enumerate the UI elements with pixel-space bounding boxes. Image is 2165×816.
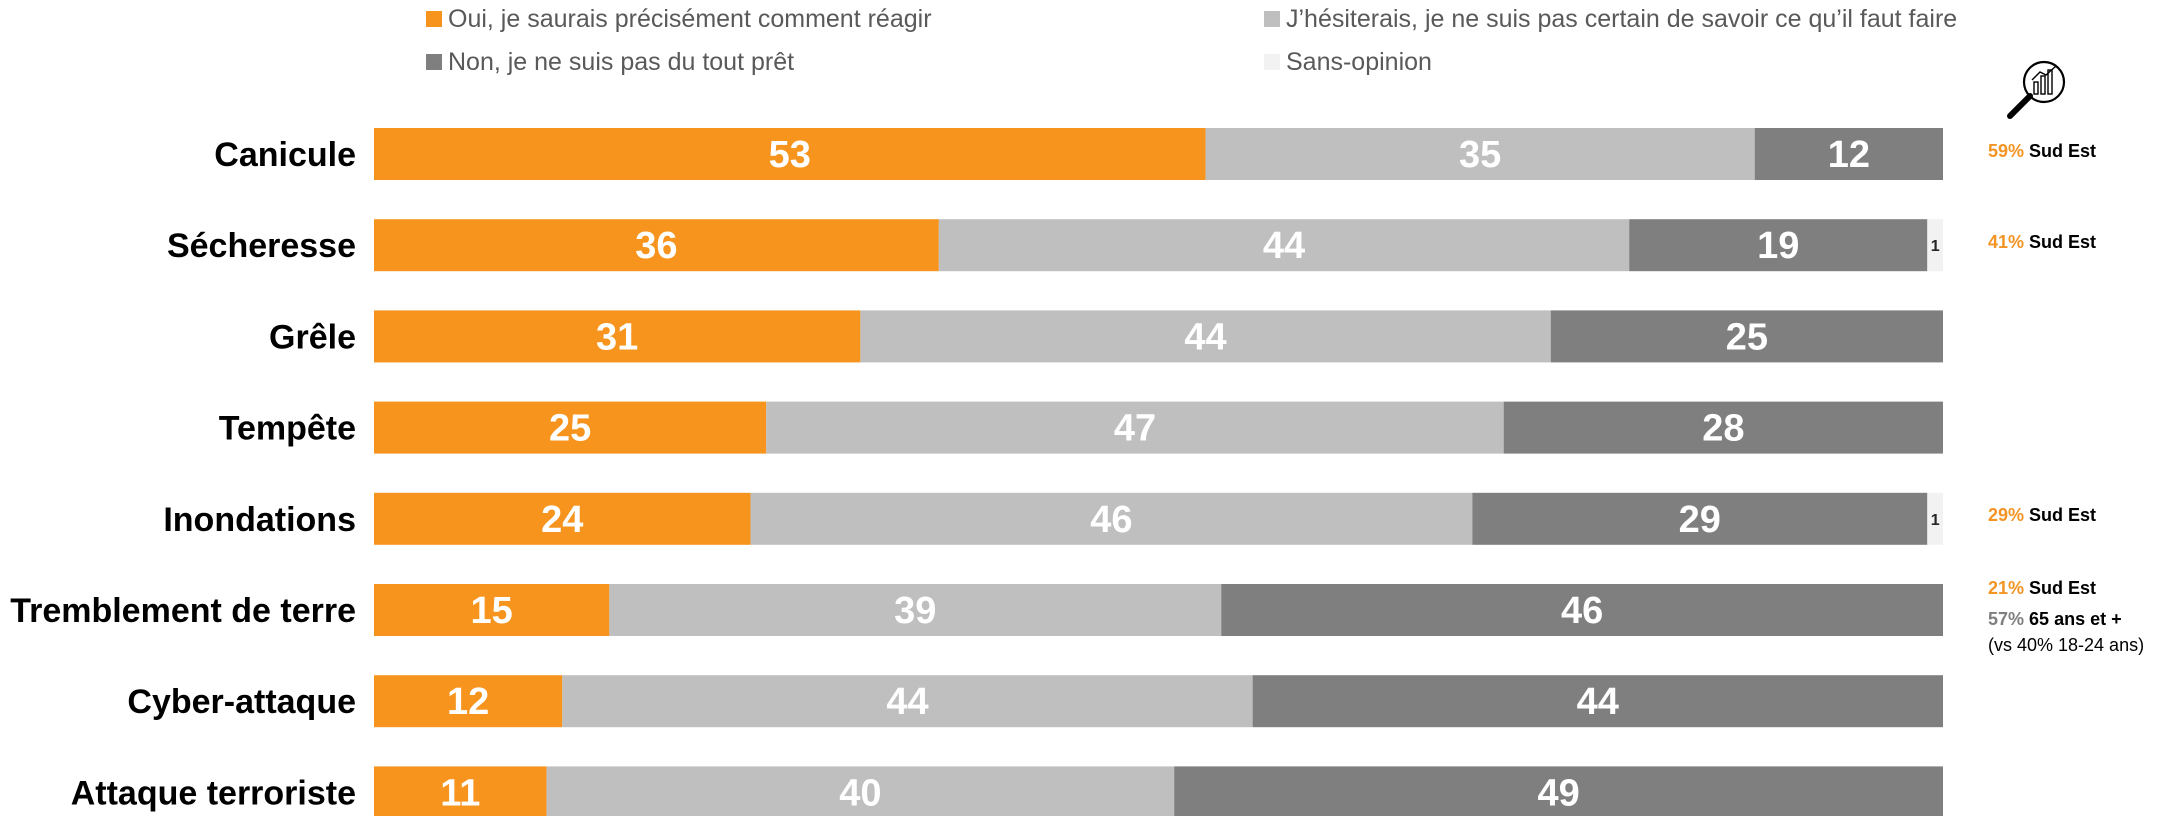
magnifier-chart-icon bbox=[2007, 60, 2066, 119]
bar-tremblement-de-terre-series-2 bbox=[1221, 584, 1943, 636]
note-tremblement-age: 57% 65 ans et + bbox=[1988, 609, 2122, 630]
category-label-attaque-terroriste: Attaque terroriste bbox=[71, 774, 356, 812]
value-label-cyber-attaque-series-2: 44 bbox=[1577, 681, 1619, 723]
bar-secheresse-series-2 bbox=[1629, 219, 1928, 272]
bar-attaque-terroriste-series-2 bbox=[1174, 766, 1943, 816]
value-label-cyber-attaque-series-0: 12 bbox=[447, 681, 489, 723]
bar-secheresse-series-3 bbox=[1927, 219, 1943, 272]
note-canicule: 59% Sud Est bbox=[1988, 141, 2096, 162]
legend-item-non: Non, je ne suis pas du tout prêt bbox=[426, 47, 794, 77]
note-inondations-label: Sud Est bbox=[2029, 505, 2097, 525]
category-label-canicule: Canicule bbox=[214, 136, 356, 174]
bar-secheresse-series-1 bbox=[938, 219, 1630, 272]
note-tremblement-age-label: 65 ans et + bbox=[2029, 609, 2122, 629]
legend-swatch-sans-opinion bbox=[1264, 54, 1280, 70]
value-label-canicule-series-0: 53 bbox=[769, 134, 811, 176]
value-label-grele-series-1: 44 bbox=[1184, 316, 1226, 358]
bar-secheresse-series-0 bbox=[374, 219, 939, 272]
value-label-secheresse-series-3: 1 bbox=[1931, 238, 1940, 255]
bar-cyber-attaque-series-2 bbox=[1252, 675, 1943, 728]
legend-label-non: Non, je ne suis pas du tout prêt bbox=[448, 47, 795, 76]
value-label-attaque-terroriste-series-1: 40 bbox=[839, 772, 881, 814]
note-tremblement-region-pct: 21% bbox=[1988, 578, 2025, 598]
bar-grele-series-0 bbox=[374, 310, 861, 363]
note-tremblement-age-sub: (vs 40% 18-24 ans) bbox=[1988, 635, 2145, 655]
note-inondations: 29% Sud Est bbox=[1988, 505, 2096, 526]
bar-tempete-series-2 bbox=[1503, 401, 1943, 454]
bar-inondations-series-2 bbox=[1472, 492, 1928, 545]
category-label-cyber-attaque: Cyber-attaque bbox=[127, 683, 356, 721]
value-label-inondations-series-0: 24 bbox=[541, 499, 583, 541]
legend-label-hesite: J’hésiterais, je ne suis pas certain de … bbox=[1286, 4, 1958, 33]
value-label-secheresse-series-0: 36 bbox=[635, 225, 677, 267]
value-label-attaque-terroriste-series-0: 11 bbox=[440, 772, 480, 814]
value-label-inondations-series-2: 29 bbox=[1679, 499, 1721, 541]
value-label-inondations-series-1: 46 bbox=[1090, 499, 1132, 541]
value-label-canicule-series-2: 12 bbox=[1828, 134, 1870, 176]
note-canicule-pct: 59% bbox=[1988, 141, 2025, 161]
value-label-cyber-attaque-series-1: 44 bbox=[886, 681, 928, 723]
note-secheresse-label: Sud Est bbox=[2029, 232, 2097, 252]
note-secheresse-pct: 41% bbox=[1988, 232, 2025, 252]
category-label-inondations: Inondations bbox=[163, 501, 356, 539]
value-label-canicule-series-1: 35 bbox=[1459, 134, 1501, 176]
value-label-secheresse-series-2: 19 bbox=[1757, 225, 1799, 267]
bar-cyber-attaque-series-0 bbox=[374, 675, 563, 728]
legend-swatch-non bbox=[426, 54, 442, 70]
category-label-grele: Grêle bbox=[269, 318, 356, 356]
chart-legend: Oui, je saurais précisément comment réag… bbox=[0, 0, 2165, 90]
value-label-grele-series-0: 31 bbox=[596, 316, 638, 358]
bar-inondations-series-3 bbox=[1927, 492, 1943, 545]
legend-swatch-hesite bbox=[1264, 11, 1280, 27]
value-label-tempete-series-0: 25 bbox=[549, 408, 591, 450]
bar-canicule-series-0 bbox=[374, 128, 1206, 180]
note-inondations-pct: 29% bbox=[1988, 505, 2025, 525]
category-label-tremblement-de-terre: Tremblement de terre bbox=[10, 592, 356, 630]
bar-tremblement-de-terre-series-1 bbox=[609, 584, 1222, 636]
note-canicule-label: Sud Est bbox=[2029, 141, 2097, 161]
value-label-tempete-series-1: 47 bbox=[1114, 408, 1156, 450]
note-tremblement-age-pct: 57% bbox=[1988, 609, 2025, 629]
note-tremblement-region: 21% Sud Est bbox=[1988, 578, 2096, 599]
bar-grele-series-2 bbox=[1550, 310, 1943, 363]
legend-item-oui: Oui, je saurais précisément comment réag… bbox=[426, 4, 932, 34]
legend-swatch-oui bbox=[426, 11, 442, 27]
bar-inondations-series-1 bbox=[750, 492, 1473, 545]
value-label-tremblement-de-terre-series-2: 46 bbox=[1561, 590, 1603, 632]
value-label-secheresse-series-1: 44 bbox=[1263, 225, 1305, 267]
value-label-tremblement-de-terre-series-0: 15 bbox=[471, 590, 513, 632]
legend-label-oui: Oui, je saurais précisément comment réag… bbox=[448, 4, 932, 33]
bar-tempete-series-1 bbox=[766, 401, 1504, 454]
legend-item-hesite: J’hésiterais, je ne suis pas certain de … bbox=[1264, 4, 1957, 34]
bar-inondations-series-0 bbox=[374, 492, 751, 545]
value-label-tremblement-de-terre-series-1: 39 bbox=[894, 590, 936, 632]
legend-item-sans-opinion: Sans-opinion bbox=[1264, 47, 1432, 77]
value-label-grele-series-2: 25 bbox=[1726, 316, 1768, 358]
category-label-secheresse: Sécheresse bbox=[167, 227, 356, 265]
bar-tempete-series-0 bbox=[374, 401, 767, 454]
legend-label-sans-opinion: Sans-opinion bbox=[1286, 47, 1432, 76]
bar-attaque-terroriste-series-1 bbox=[546, 766, 1175, 816]
bar-cyber-attaque-series-1 bbox=[562, 675, 1253, 728]
value-label-attaque-terroriste-series-2: 49 bbox=[1537, 772, 1579, 814]
value-label-tempete-series-2: 28 bbox=[1702, 408, 1744, 450]
bar-tremblement-de-terre-series-0 bbox=[374, 584, 610, 636]
stacked-bar-chart: Canicule 53 35 12 Sécheresse 36 44 19 1 Grêle 31 44… bbox=[10, 128, 1943, 816]
bar-canicule-series-1 bbox=[1205, 128, 1755, 180]
bar-attaque-terroriste-series-0 bbox=[374, 766, 547, 816]
category-label-tempete: Tempête bbox=[219, 410, 356, 448]
note-secheresse: 41% Sud Est bbox=[1988, 232, 2096, 253]
bar-canicule-series-2 bbox=[1754, 128, 1943, 180]
value-label-inondations-series-3: 1 bbox=[1931, 512, 1940, 529]
note-tremblement-region-label: Sud Est bbox=[2029, 578, 2097, 598]
bar-grele-series-1 bbox=[860, 310, 1551, 363]
